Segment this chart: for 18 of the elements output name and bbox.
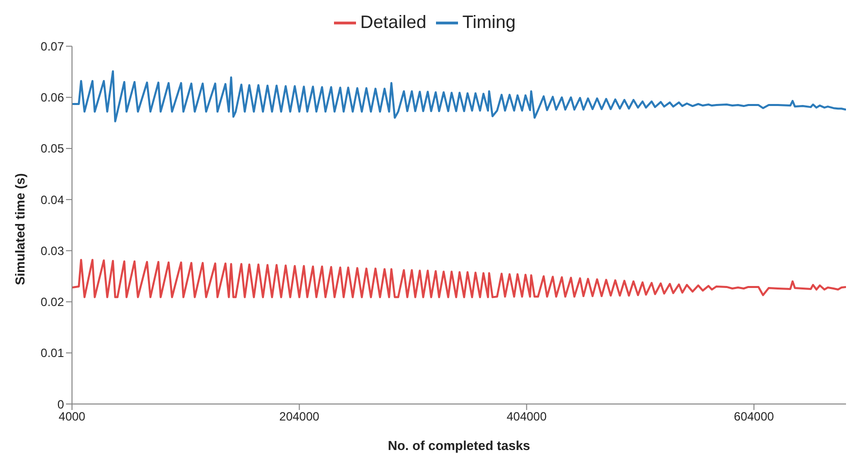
x-tick-label: 4000 [58,410,86,424]
y-tick-label: 0.05 [40,142,64,156]
legend-label: Detailed [360,12,426,32]
line-series [72,70,846,122]
x-axis-title: No. of completed tasks [388,438,530,453]
y-tick-label: 0.06 [40,90,64,105]
line-series [72,258,846,298]
y-axis-title: Simulated time (s) [12,173,28,286]
x-tick-label: 604000 [734,410,774,424]
y-tick-label: 0 [57,397,64,412]
y-tick-label: 0.03 [40,244,64,258]
x-tick-label: 404000 [506,410,547,424]
x-tick-label: 204000 [279,410,320,424]
y-tick-label: 0.04 [40,192,64,207]
y-tick-label: 0.07 [40,40,64,54]
y-tick-label: 0.01 [40,346,64,360]
y-tick-label: 0.02 [40,295,64,310]
legend-label: Timing [462,12,516,32]
